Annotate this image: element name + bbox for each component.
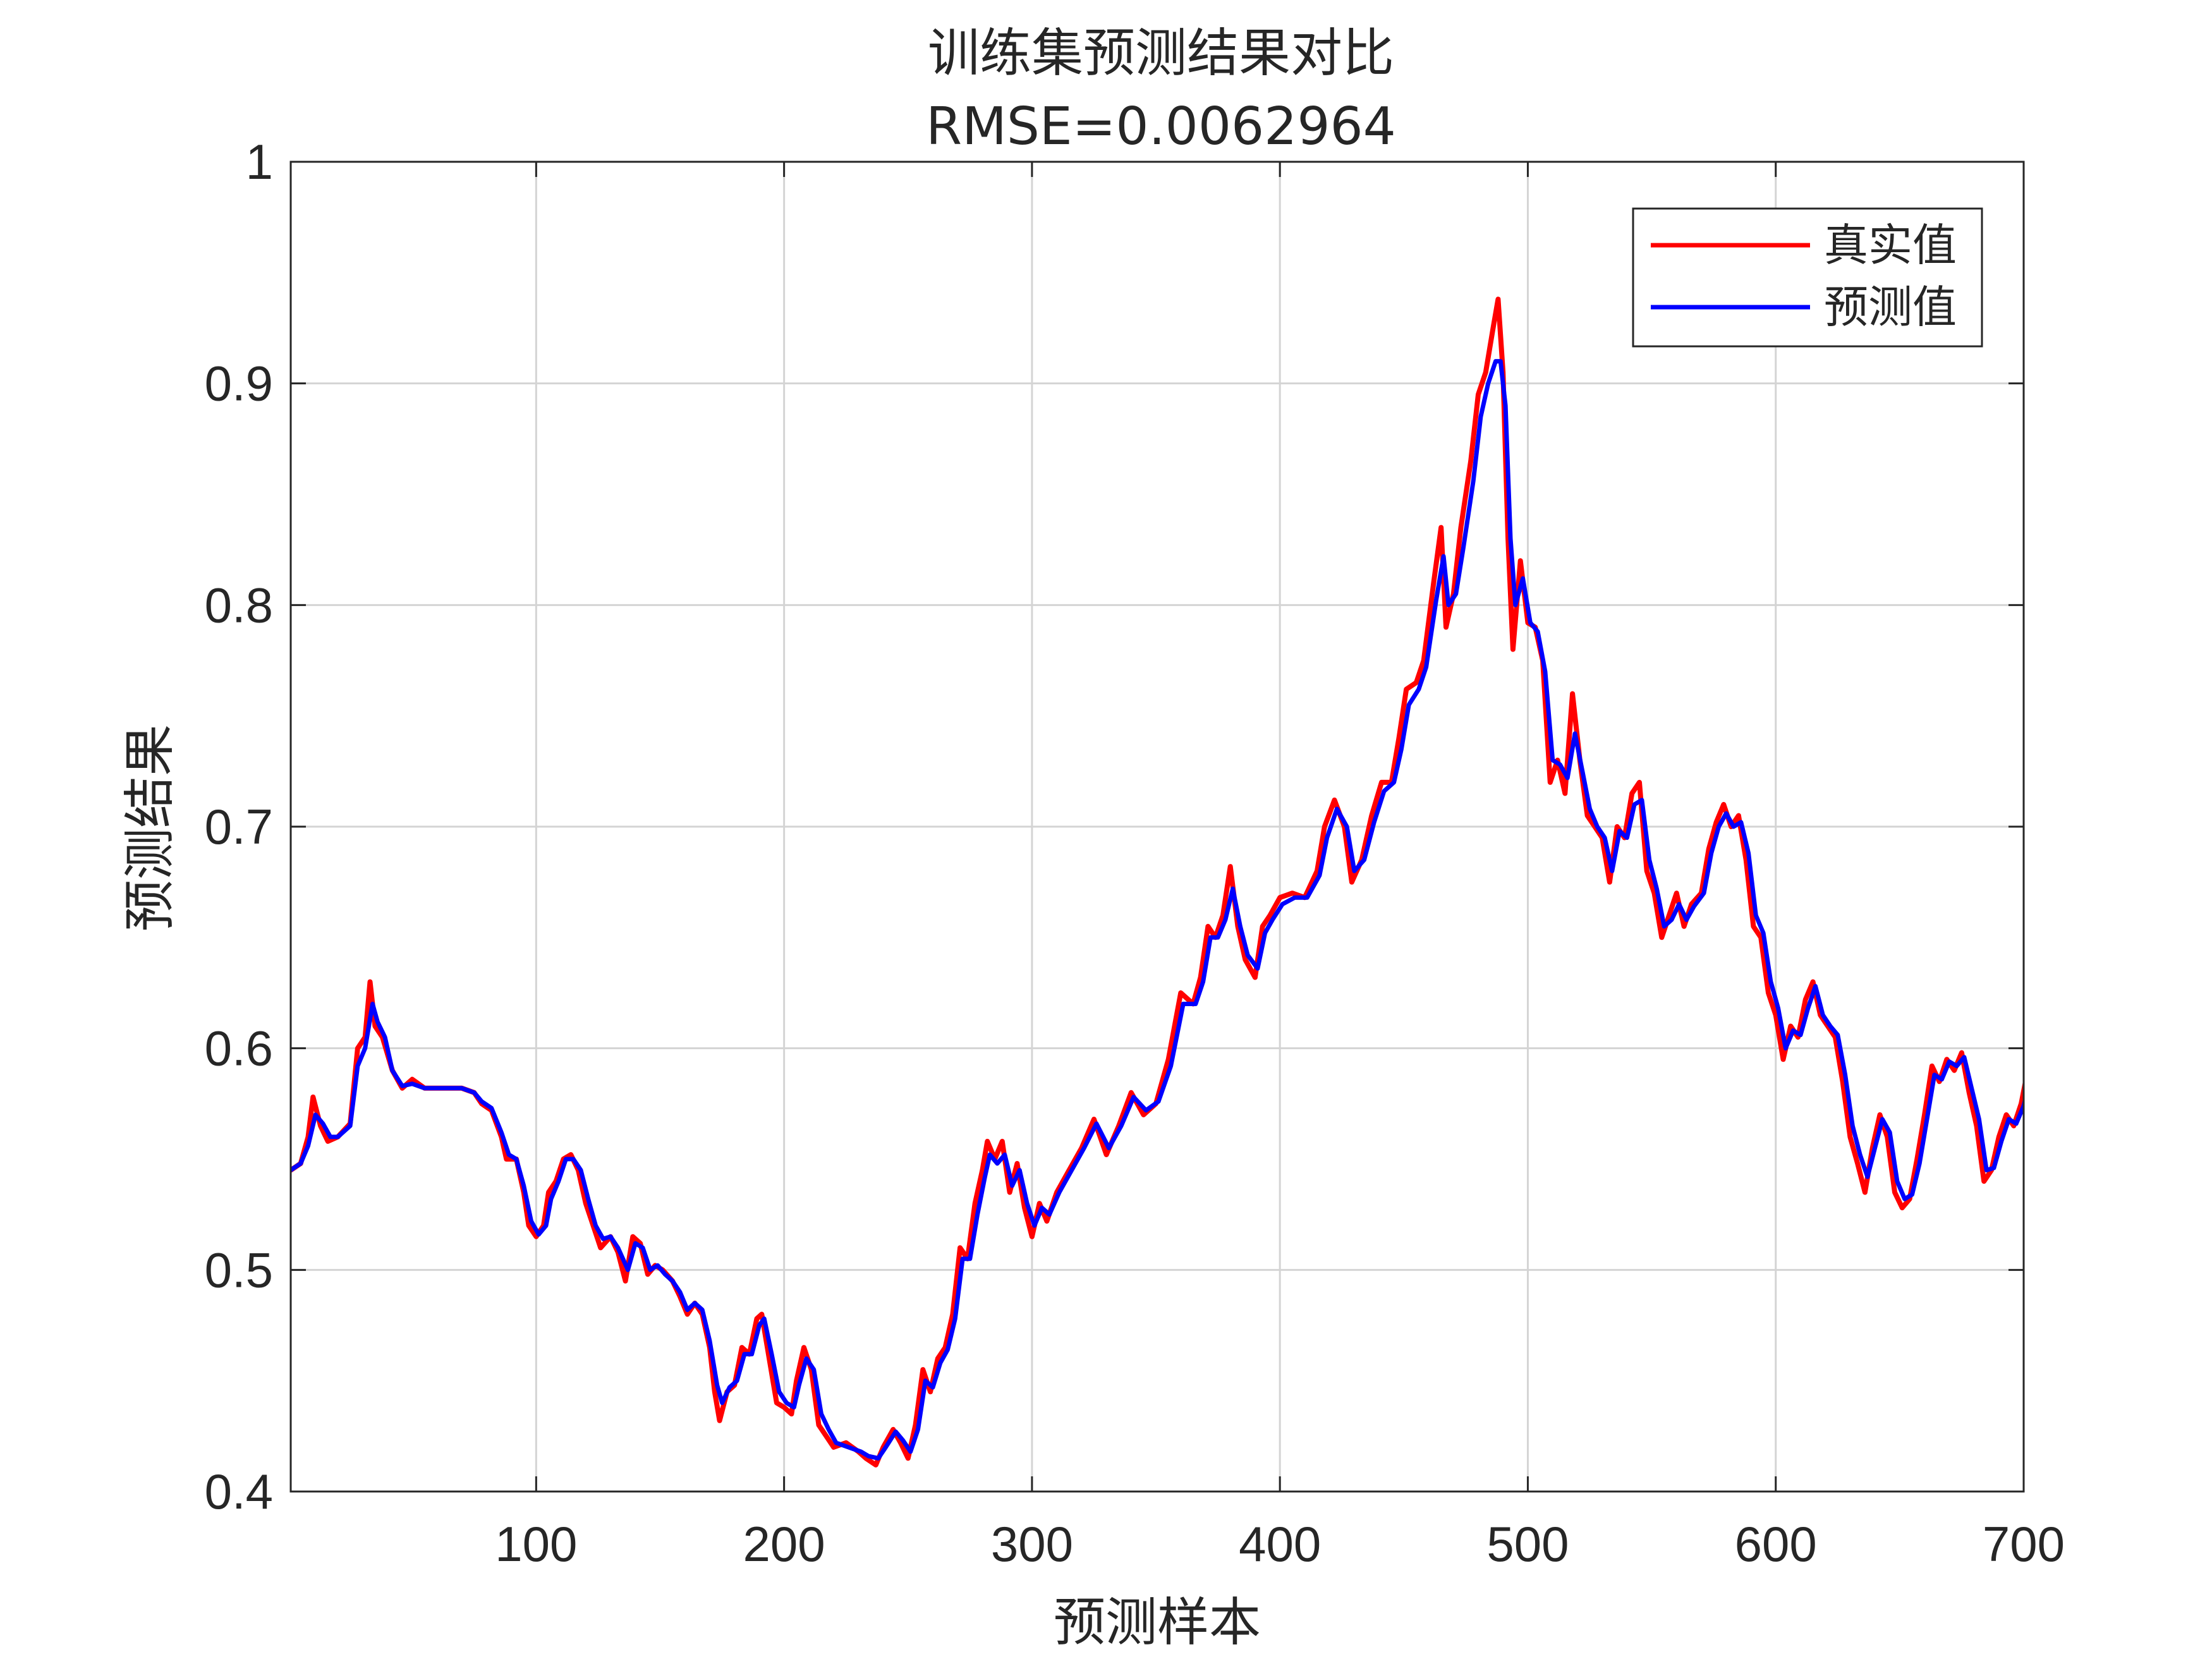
x-axis-label: 预测样本: [1054, 1593, 1261, 1653]
y-tick-labels: 0.4 0.5 0.6 0.7 0.8 0.9 1: [205, 134, 273, 1519]
chart-title: 训练集预测结果对比: [928, 23, 1394, 83]
x-tick-label: 600: [1735, 1516, 1817, 1572]
axes-box: [289, 161, 2025, 1493]
x-tick-label: 500: [1486, 1516, 1569, 1572]
legend: 真实值 预测值: [1632, 207, 1983, 348]
y-tick-label: 0.8: [205, 577, 273, 633]
y-tick-label: 0.9: [205, 356, 273, 411]
legend-label-true: 真实值: [1824, 219, 1957, 271]
y-tick-label: 0.4: [205, 1464, 273, 1519]
y-tick-label: 0.5: [205, 1242, 273, 1297]
x-tick-label: 200: [743, 1516, 825, 1572]
legend-box: [1632, 207, 1983, 348]
x-tick-label: 400: [1239, 1516, 1321, 1572]
y-tick-label: 0.7: [205, 799, 273, 854]
series-layer: [291, 296, 2024, 1468]
series-line-pred: [291, 359, 2024, 1461]
x-tick-label: 700: [1983, 1516, 2065, 1572]
legend-label-pred: 预测值: [1824, 281, 1957, 333]
y-tick-label: 0.6: [205, 1021, 273, 1076]
x-tick-label: 300: [991, 1516, 1073, 1572]
y-tick-label: 1: [246, 134, 273, 190]
x-tick-label: 100: [495, 1516, 577, 1572]
y-axis-label: 预测结果: [120, 724, 180, 932]
x-tick-labels: 100 200 300 400 500 600 700: [495, 1516, 2065, 1572]
chart-subtitle: RMSE=0.0062964: [926, 97, 1396, 157]
